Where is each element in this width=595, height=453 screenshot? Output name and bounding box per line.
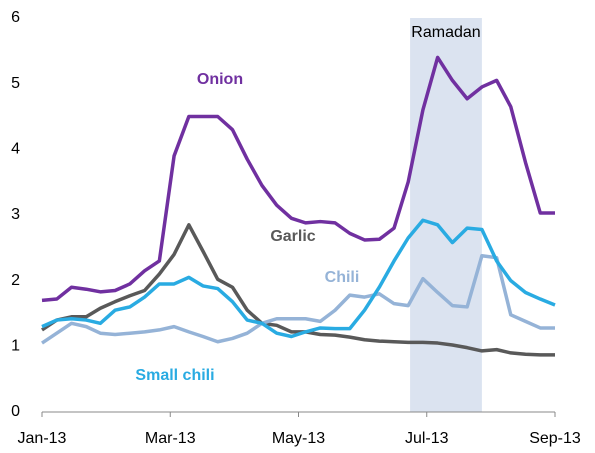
series-line xyxy=(41,218,556,339)
series-line xyxy=(41,253,555,345)
y-tick-label: 5 xyxy=(11,75,20,92)
series-label: Small chili xyxy=(135,367,214,384)
y-tick-label: 3 xyxy=(11,206,20,223)
x-tick-label: Jul-13 xyxy=(405,430,449,447)
x-tick-label: Sep-13 xyxy=(529,430,581,447)
series-label: Onion xyxy=(197,71,243,88)
y-tick-label: 0 xyxy=(11,403,20,420)
x-tick-label: Mar-13 xyxy=(145,430,196,447)
y-tick-label: 2 xyxy=(11,272,20,289)
ramadan-band xyxy=(410,18,482,412)
y-tick-label: 4 xyxy=(11,141,20,158)
y-tick-label: 6 xyxy=(11,9,20,26)
series-label: Chili xyxy=(325,269,360,286)
x-tick-label: Jan-13 xyxy=(18,430,67,447)
series-label: Garlic xyxy=(270,228,315,245)
y-tick-label: 1 xyxy=(11,338,20,355)
ramadan-label: Ramadan xyxy=(411,24,480,41)
x-tick-label: May-13 xyxy=(272,430,325,447)
series-line xyxy=(41,55,555,303)
series-line xyxy=(41,223,555,357)
